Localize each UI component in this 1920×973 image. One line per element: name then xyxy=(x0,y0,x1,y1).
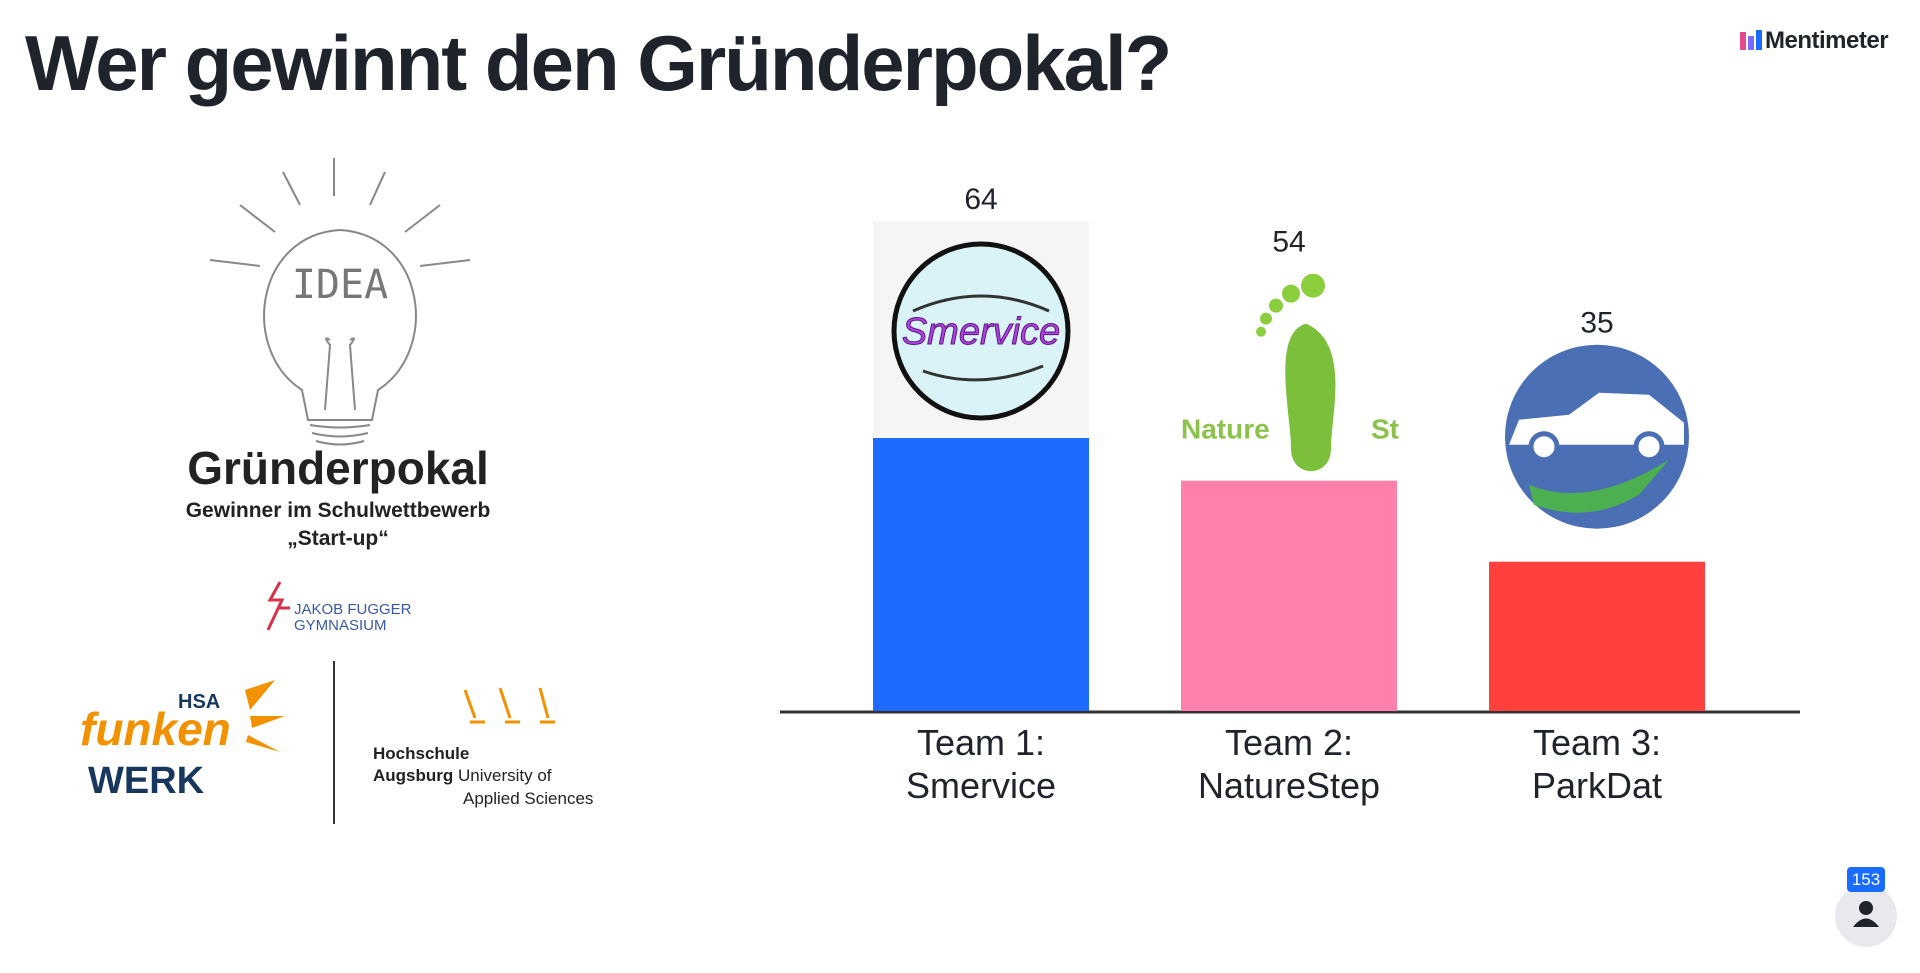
hand xyxy=(1529,459,1669,513)
spark xyxy=(245,680,285,752)
idea-text: IDEA xyxy=(292,262,388,308)
slide-title: Wer gewinnt den Gründerpokal? xyxy=(25,19,1172,107)
school-mark xyxy=(266,581,290,631)
image-text: St xyxy=(1371,414,1399,445)
bar xyxy=(1489,561,1705,711)
wheel xyxy=(1528,431,1560,463)
participant-icon xyxy=(1859,901,1873,915)
werk-text: WERK xyxy=(88,760,205,802)
lightbulb xyxy=(209,158,471,446)
bar xyxy=(873,438,1089,711)
wheel xyxy=(1633,431,1665,463)
toe xyxy=(1269,298,1283,313)
participant-avatar xyxy=(1835,885,1897,947)
participant-icon xyxy=(1853,918,1879,927)
value-label: 64 xyxy=(964,183,997,216)
uni-text: University of xyxy=(458,766,552,785)
toe xyxy=(1260,312,1272,325)
handshake xyxy=(912,294,1050,382)
category-label: Team 1: Smervice xyxy=(905,722,1057,806)
category-label: Team 2: NatureStep xyxy=(1197,722,1381,806)
toe xyxy=(1282,284,1300,303)
uni-mark xyxy=(463,687,555,724)
image-text: Nature xyxy=(1181,414,1270,445)
toe xyxy=(1256,326,1266,337)
value-label: 54 xyxy=(1272,226,1305,259)
uni-text: Hochschule xyxy=(373,744,469,763)
footprint xyxy=(1285,323,1336,472)
bar xyxy=(1181,480,1397,711)
logo-subtitle: Gewinner im Schulwettbewerb xyxy=(186,499,491,522)
bar-image: Nature St xyxy=(1181,273,1399,472)
brand-name: Mentimeter xyxy=(1765,27,1889,54)
car xyxy=(1509,392,1684,445)
bar-image xyxy=(1505,344,1689,529)
uni-text: Augsburg xyxy=(373,766,453,785)
logo-name: Gründerpokal xyxy=(187,442,489,494)
participant-badge xyxy=(1847,867,1885,892)
image-text: Smervice xyxy=(902,311,1060,353)
participant-count: 153 xyxy=(1852,870,1880,889)
funken-text: funken xyxy=(80,703,231,755)
logo-quote: „Start-up“ xyxy=(287,527,389,550)
hsa-text: HSA xyxy=(178,691,220,713)
uni-text: Applied Sciences xyxy=(463,789,593,808)
value-label: 35 xyxy=(1580,307,1613,340)
toe xyxy=(1301,273,1325,298)
bar-image: Smervice xyxy=(873,221,1089,438)
school-name: GYMNASIUM xyxy=(294,617,387,634)
brand-logo xyxy=(1740,30,1762,50)
category-label: Team 3: ParkDat xyxy=(1531,722,1663,806)
school-name: JAKOB FUGGER xyxy=(294,601,412,618)
